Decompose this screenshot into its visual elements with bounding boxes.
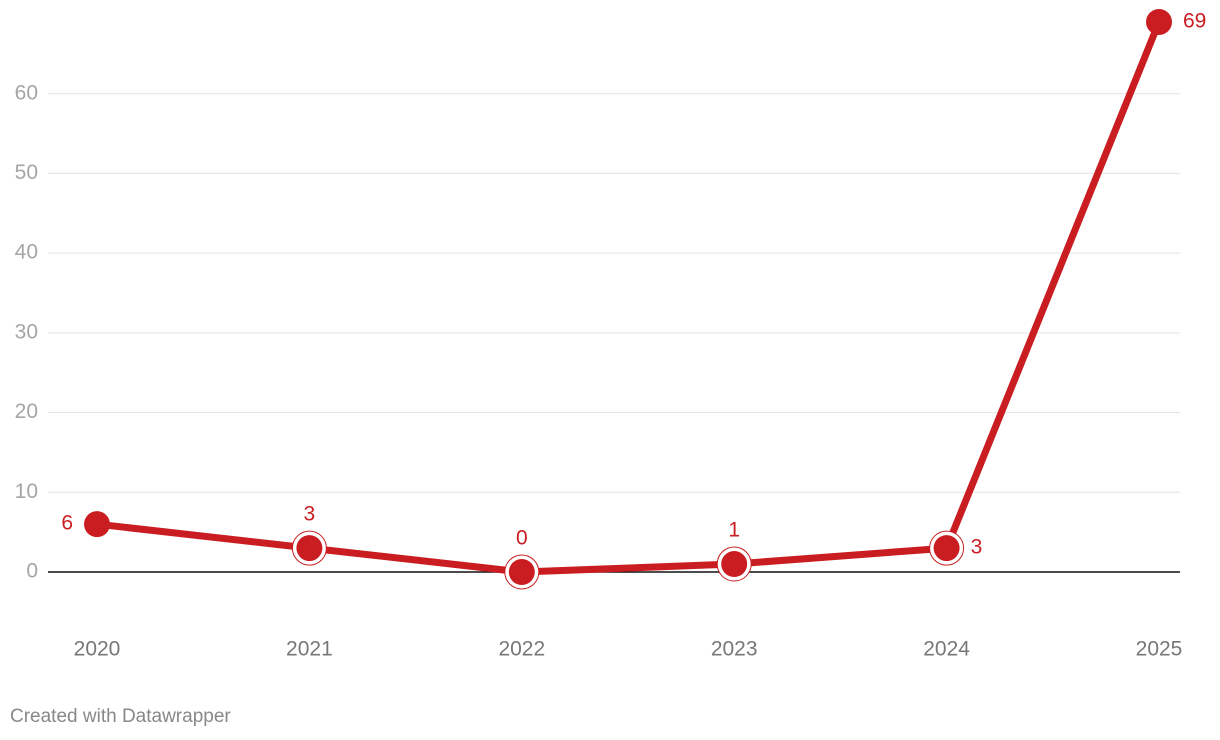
footer-credit: Created with Datawrapper [10,706,231,727]
x-tick-label: 2022 [498,638,545,661]
y-tick-label: 60 [15,81,38,104]
point [1146,8,1172,35]
point [296,535,323,562]
y-tick-label: 10 [15,480,38,503]
x-tick-label: 2025 [1136,638,1183,661]
point [721,551,748,578]
value-label: 1 [728,519,740,542]
y-tick-label: 20 [15,400,38,423]
point [84,511,110,538]
x-tick-label: 2020 [74,638,121,661]
series-line [96,20,1163,576]
value-label: 69 [1183,10,1206,33]
value-label: 3 [304,503,316,526]
x-tick-label: 2021 [286,638,333,661]
value-label: 3 [971,536,983,559]
point [508,559,535,585]
value-label: 0 [516,527,528,550]
value-label: 6 [61,512,73,535]
x-tick-label: 2024 [923,638,970,661]
y-tick-label: 50 [15,161,38,184]
y-tick-label: 40 [15,241,38,264]
point [933,535,960,562]
y-tick-label: 0 [26,560,38,583]
y-tick-label: 30 [15,320,38,343]
x-tick-label: 2023 [711,638,758,661]
